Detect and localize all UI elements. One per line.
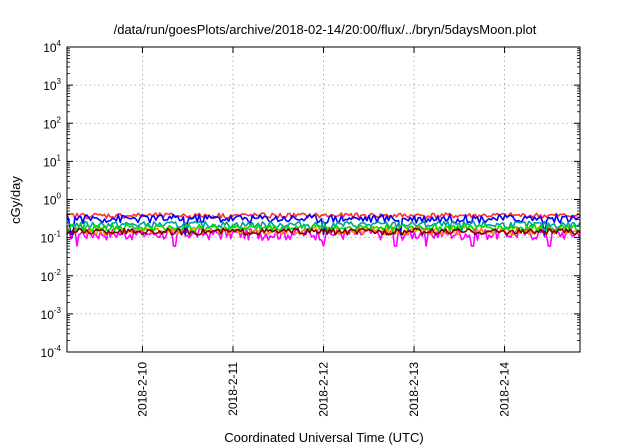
- y-axis-label: cGy/day: [8, 176, 23, 224]
- y-tick-label: 103: [43, 77, 61, 93]
- x-tick-label: 2018-2-12: [317, 362, 331, 417]
- y-tick-label: 10-4: [41, 344, 62, 360]
- x-tick-label: 2018-2-13: [407, 362, 421, 417]
- series-line: [66, 220, 581, 233]
- y-tick-label: 10-1: [41, 230, 62, 246]
- y-tick-label: 10-3: [41, 306, 62, 322]
- series-line: [66, 227, 581, 236]
- x-axis-label: Coordinated Universal Time (UTC): [224, 430, 423, 445]
- x-tick-label: 2018-2-11: [226, 362, 240, 416]
- x-tick-label: 2018-2-14: [498, 362, 512, 417]
- series-layer: [66, 212, 581, 247]
- chart-title: /data/run/goesPlots/archive/2018-02-14/2…: [114, 22, 537, 37]
- y-tick-label: 102: [43, 115, 61, 131]
- grid: [67, 47, 580, 352]
- y-axis: 10-4 10-3 10-2 10-1 100 101 102 103 104: [41, 39, 580, 360]
- y-tick-label: 100: [43, 192, 61, 208]
- y-tick-label: 10-2: [41, 268, 62, 284]
- y-tick-label: 101: [43, 153, 61, 169]
- series-line: [66, 213, 581, 236]
- y-tick-label: 104: [43, 39, 61, 55]
- x-tick-label: 2018-2-10: [135, 362, 149, 417]
- series-line: [66, 223, 581, 232]
- x-axis: 2018-2-10 2018-2-11 2018-2-12 2018-2-13 2018…: [135, 47, 512, 417]
